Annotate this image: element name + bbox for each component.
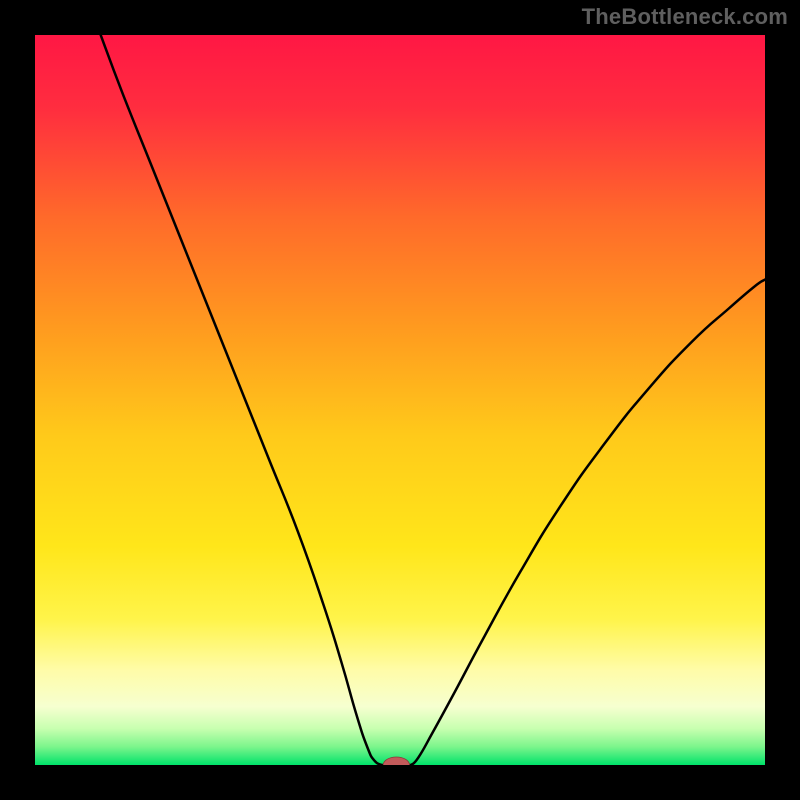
plot-bg: [35, 35, 765, 765]
bottleneck-chart: [0, 0, 800, 800]
chart-root: TheBottleneck.com: [0, 0, 800, 800]
